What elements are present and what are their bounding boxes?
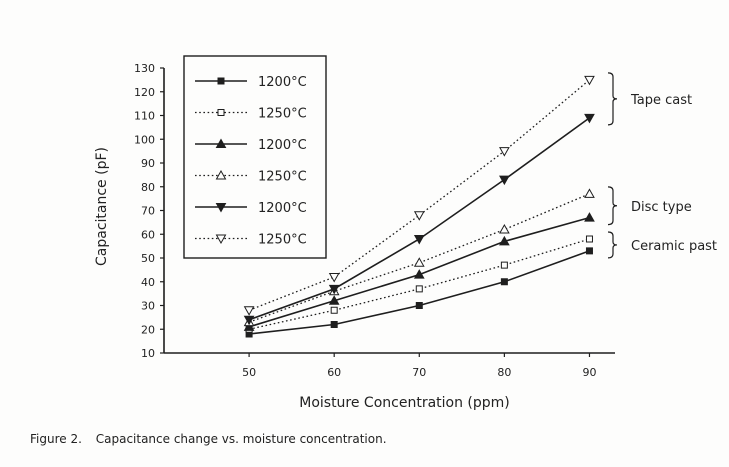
data-point: [328, 273, 340, 283]
legend-label: 1200°C: [258, 138, 307, 153]
data-point: [413, 257, 425, 267]
y-tick-label: 20: [141, 323, 155, 336]
plot-area: 10 20 30 40 50 60 70 80 90 100 110 120 130 50 60 70 80 90…: [94, 55, 717, 411]
legend-label: 1200°C: [258, 75, 307, 90]
legend-item: 1200°C: [195, 138, 307, 153]
legend-marker: [215, 138, 227, 148]
x-axis-title: Moisture Concentration (ppm): [299, 395, 510, 411]
legend-item: 1250°C: [195, 107, 307, 122]
data-point: [243, 321, 255, 331]
figure-caption: Figure 2. Capacitance change vs. moistur…: [30, 432, 387, 446]
legend-item: 1200°C: [195, 75, 307, 90]
data-point: [500, 261, 508, 269]
data-point: [415, 302, 423, 309]
legend-item: 1200°C: [195, 201, 307, 216]
annotation-brace: [607, 231, 618, 259]
y-tick-label: 60: [141, 228, 155, 241]
data-point: [584, 113, 595, 124]
y-tick-label: 100: [134, 133, 155, 146]
data-point: [584, 75, 595, 86]
x-tick-label: 90: [582, 366, 596, 379]
data-point: [499, 223, 510, 234]
y-tick-label: 110: [134, 110, 155, 123]
legend-marker: [215, 234, 227, 245]
series-6: [243, 75, 595, 316]
data-point: [584, 212, 595, 222]
data-point: [243, 306, 255, 316]
series-3: [243, 212, 595, 331]
data-point: [585, 247, 593, 255]
annotation-brace: [607, 186, 618, 226]
annotation-label: Tape cast: [630, 93, 692, 108]
legend: 1200°C 1250°C 1200°C 1250°C 1200°C 1250°C: [183, 55, 327, 259]
x-tick-label: 50: [242, 366, 256, 379]
legend-item: 1250°C: [195, 233, 307, 248]
data-point: [330, 321, 338, 328]
data-point: [499, 235, 510, 246]
legend-box: [183, 55, 327, 259]
y-tick-label: 50: [141, 252, 155, 265]
series-line: [248, 193, 590, 323]
legend-marker: [215, 169, 227, 180]
data-point: [499, 147, 510, 157]
data-point: [585, 235, 593, 243]
legend-label: 1200°C: [258, 201, 307, 216]
data-point: [413, 211, 425, 221]
y-tick-label: 70: [141, 205, 155, 218]
data-point: [328, 295, 340, 305]
data-point: [330, 306, 338, 314]
figure-caption-text: Capacitance change vs. moisture concentr…: [95, 432, 387, 446]
data-point: [413, 269, 425, 279]
y-axis-title: Capacitance (pF): [94, 147, 110, 266]
legend-label: 1250°C: [258, 107, 307, 122]
annotation-label: Ceramic past: [631, 239, 717, 254]
legend-marker: [217, 109, 225, 116]
annotation-label: Disc type: [631, 200, 692, 215]
data-point: [499, 175, 510, 186]
series-1: [245, 247, 593, 338]
legend-label: 1250°C: [258, 233, 307, 248]
y-tick-label: 90: [141, 157, 155, 170]
data-point: [413, 235, 425, 245]
y-tick-label: 10: [141, 347, 155, 360]
y-tick-label: 130: [134, 62, 155, 75]
data-point: [500, 278, 508, 286]
x-tick-label: 60: [327, 366, 341, 379]
legend-label: 1250°C: [258, 170, 307, 185]
annotation-brace: [607, 72, 618, 126]
data-point: [243, 315, 255, 326]
data-point: [415, 285, 423, 293]
legend-marker: [215, 203, 227, 213]
data-point: [584, 188, 595, 198]
legend-marker: [217, 77, 225, 85]
y-tick-label: 80: [141, 181, 155, 194]
y-tick-label: 120: [134, 86, 155, 99]
data-point: [328, 284, 340, 295]
legend-item: 1250°C: [195, 170, 307, 185]
series-5: [243, 113, 595, 326]
y-tick-label: 30: [141, 300, 155, 313]
y-tick-label: 40: [141, 276, 155, 289]
x-tick-label: 70: [412, 366, 426, 379]
figure-label: Figure 2.: [30, 432, 82, 446]
x-tick-label: 80: [497, 366, 511, 379]
